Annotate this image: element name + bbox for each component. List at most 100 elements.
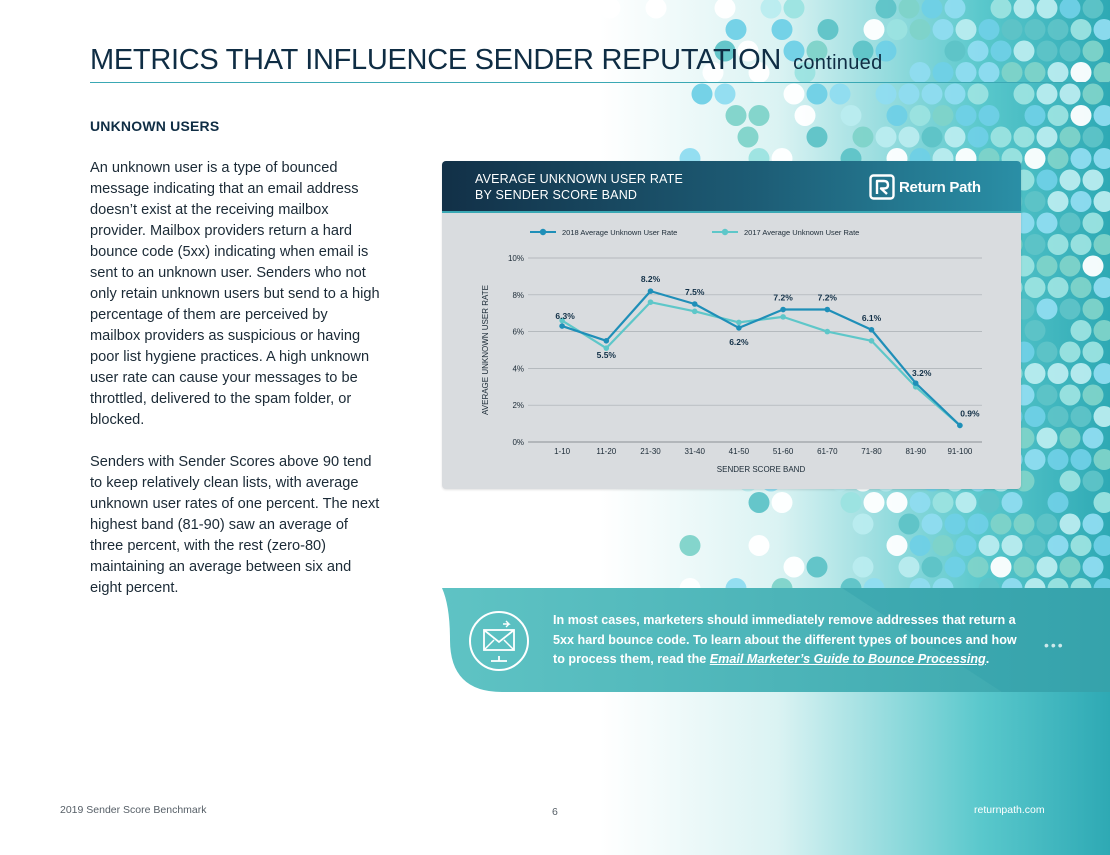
decorative-dot [944, 126, 966, 148]
return-path-logo-icon [869, 174, 895, 200]
data-point [912, 380, 919, 386]
decorative-dot [1093, 19, 1110, 40]
decorative-dot [1036, 0, 1058, 19]
decorative-dot [1024, 406, 1046, 427]
footer-website[interactable]: returnpath.com [974, 804, 1045, 816]
decorative-dot [944, 40, 966, 62]
decorative-dot [886, 19, 908, 40]
decorative-dot [921, 513, 943, 535]
decorative-dot [967, 513, 989, 535]
bounce-guide-link[interactable]: Email Marketer’s Guide to Bounce Process… [709, 652, 986, 666]
decorative-dot [1082, 0, 1104, 19]
decorative-dot [898, 513, 920, 535]
decorative-dot [1013, 40, 1035, 62]
data-point [824, 306, 831, 313]
return-path-logo: Return Path [869, 174, 981, 200]
decorative-dot [1059, 126, 1081, 148]
decorative-dot [1059, 384, 1081, 406]
decorative-dot [852, 40, 874, 62]
data-label: 3.2% [912, 368, 932, 378]
decorative-dot [1070, 105, 1092, 126]
decorative-dot [955, 19, 977, 40]
decorative-dot [806, 40, 828, 62]
y-axis-label: AVERAGE UNKNOWN USER RATE [481, 285, 490, 415]
body-paragraph: An unknown user is a type of bounced mes… [90, 160, 380, 428]
decorative-dot [771, 492, 793, 513]
decorative-dot [1070, 62, 1092, 83]
decorative-dot [1070, 148, 1092, 169]
y-tick-label: 4% [512, 364, 524, 373]
decorative-dot [1013, 83, 1035, 105]
decorative-dot [909, 62, 931, 83]
decorative-dot [875, 0, 897, 19]
decorative-dot [1001, 62, 1023, 83]
decorative-dot [886, 492, 908, 513]
data-point [868, 326, 875, 333]
body-paragraph: Senders with Sender Scores above 90 tend… [90, 454, 380, 596]
decorative-dot [1047, 234, 1069, 255]
decorative-dot [1047, 449, 1069, 470]
decorative-dot [1024, 449, 1046, 470]
y-tick-label: 10% [508, 254, 524, 263]
decorative-dot [1059, 513, 1081, 535]
data-label: 8.2% [641, 274, 661, 284]
data-label: 7.5% [685, 287, 705, 297]
decorative-dot [645, 0, 667, 19]
decorative-dot [1001, 19, 1023, 40]
decorative-dot [783, 40, 805, 62]
decorative-dot [1036, 83, 1058, 105]
decorative-dot [1059, 0, 1081, 19]
decorative-dot [702, 62, 724, 83]
decorative-dot [898, 0, 920, 19]
decorative-dot [1024, 191, 1046, 212]
data-point [647, 288, 654, 294]
decorative-dot [1047, 62, 1069, 83]
decorative-dot [840, 105, 862, 126]
decorative-dot [932, 535, 954, 556]
decorative-dot [886, 535, 908, 556]
decorative-dot [863, 492, 885, 513]
decorative-dot [1082, 556, 1104, 578]
x-tick-label: 11-20 [596, 447, 616, 456]
decorative-dot [1059, 470, 1081, 492]
decorative-dot [748, 535, 770, 556]
decorative-dot [932, 62, 954, 83]
decorative-dot [1013, 0, 1035, 19]
chart-title: AVERAGE UNKNOWN USER RATE BY SENDER SCOR… [475, 171, 775, 203]
y-tick-label: 8% [512, 291, 524, 300]
decorative-dot [1001, 492, 1023, 513]
data-label: 6.2% [729, 337, 749, 347]
decorative-dot [1059, 169, 1081, 191]
decorative-dot [783, 0, 805, 19]
legend-marker [721, 228, 729, 236]
decorative-dot [691, 83, 713, 105]
decorative-dot [990, 0, 1012, 19]
x-tick-label: 51-60 [773, 447, 794, 456]
decorative-dot [978, 105, 1000, 126]
decorative-dot [1047, 105, 1069, 126]
decorative-dot [1093, 105, 1110, 126]
decorative-dot [840, 492, 862, 513]
decorative-dot [1059, 255, 1081, 277]
decorative-dot [1093, 535, 1110, 556]
decorative-dot [944, 83, 966, 105]
chart-title-line1: AVERAGE UNKNOWN USER RATE [475, 172, 684, 186]
return-path-logo-text: Return Path [899, 178, 981, 196]
decorative-dot [1036, 427, 1058, 449]
data-point [780, 306, 786, 313]
decorative-dot [898, 83, 920, 105]
title-row: METRICS THAT INFLUENCE SENDER REPUTATION… [90, 42, 1110, 83]
decorative-dot [1070, 234, 1092, 255]
decorative-dot [1082, 169, 1104, 191]
data-point [691, 301, 698, 307]
decorative-dot [1093, 277, 1110, 298]
x-tick-label: 1-10 [554, 447, 571, 456]
decorative-dot [1013, 513, 1035, 535]
decorative-dot [783, 556, 805, 578]
decorative-dot [1059, 212, 1081, 234]
decorative-dot [932, 19, 954, 40]
decorative-dot [1036, 556, 1058, 578]
decorative-dot [852, 126, 874, 148]
decorative-dot [1082, 212, 1104, 234]
email-bounce-icon [469, 611, 529, 671]
